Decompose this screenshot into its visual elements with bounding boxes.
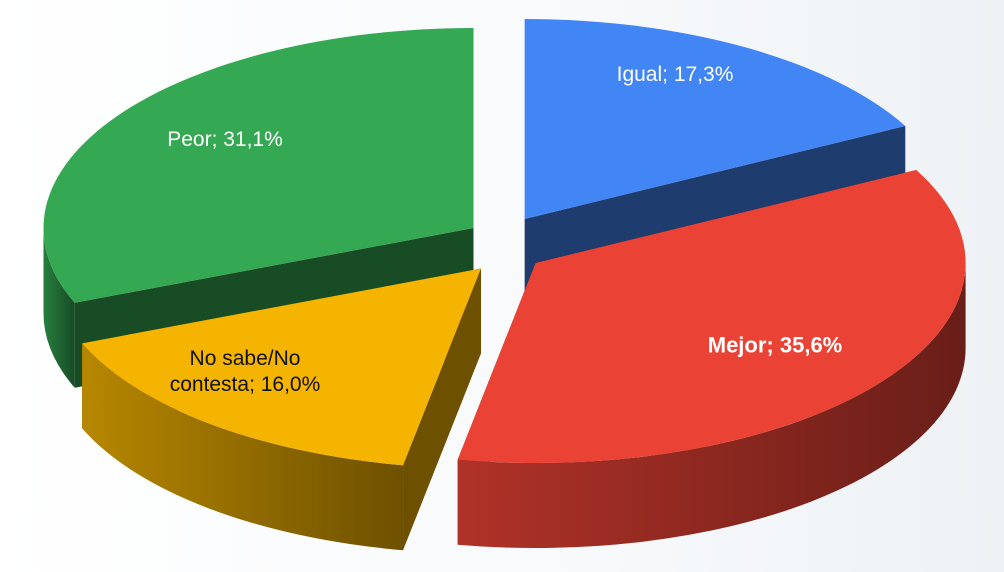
pie-slice — [524, 18, 906, 219]
pie-slice — [82, 268, 481, 466]
slice-side — [43, 227, 75, 388]
slice-side — [457, 263, 966, 549]
data-label: No sabe/No contesta; 16,0% — [169, 346, 321, 396]
pie-slice — [457, 169, 966, 464]
data-label: Mejor; 35,6% — [707, 332, 843, 358]
slice-side — [82, 343, 404, 551]
data-label: Igual; 17,3% — [616, 62, 734, 86]
data-label: Peor; 31,1% — [167, 127, 283, 151]
pie-slice — [43, 27, 474, 303]
